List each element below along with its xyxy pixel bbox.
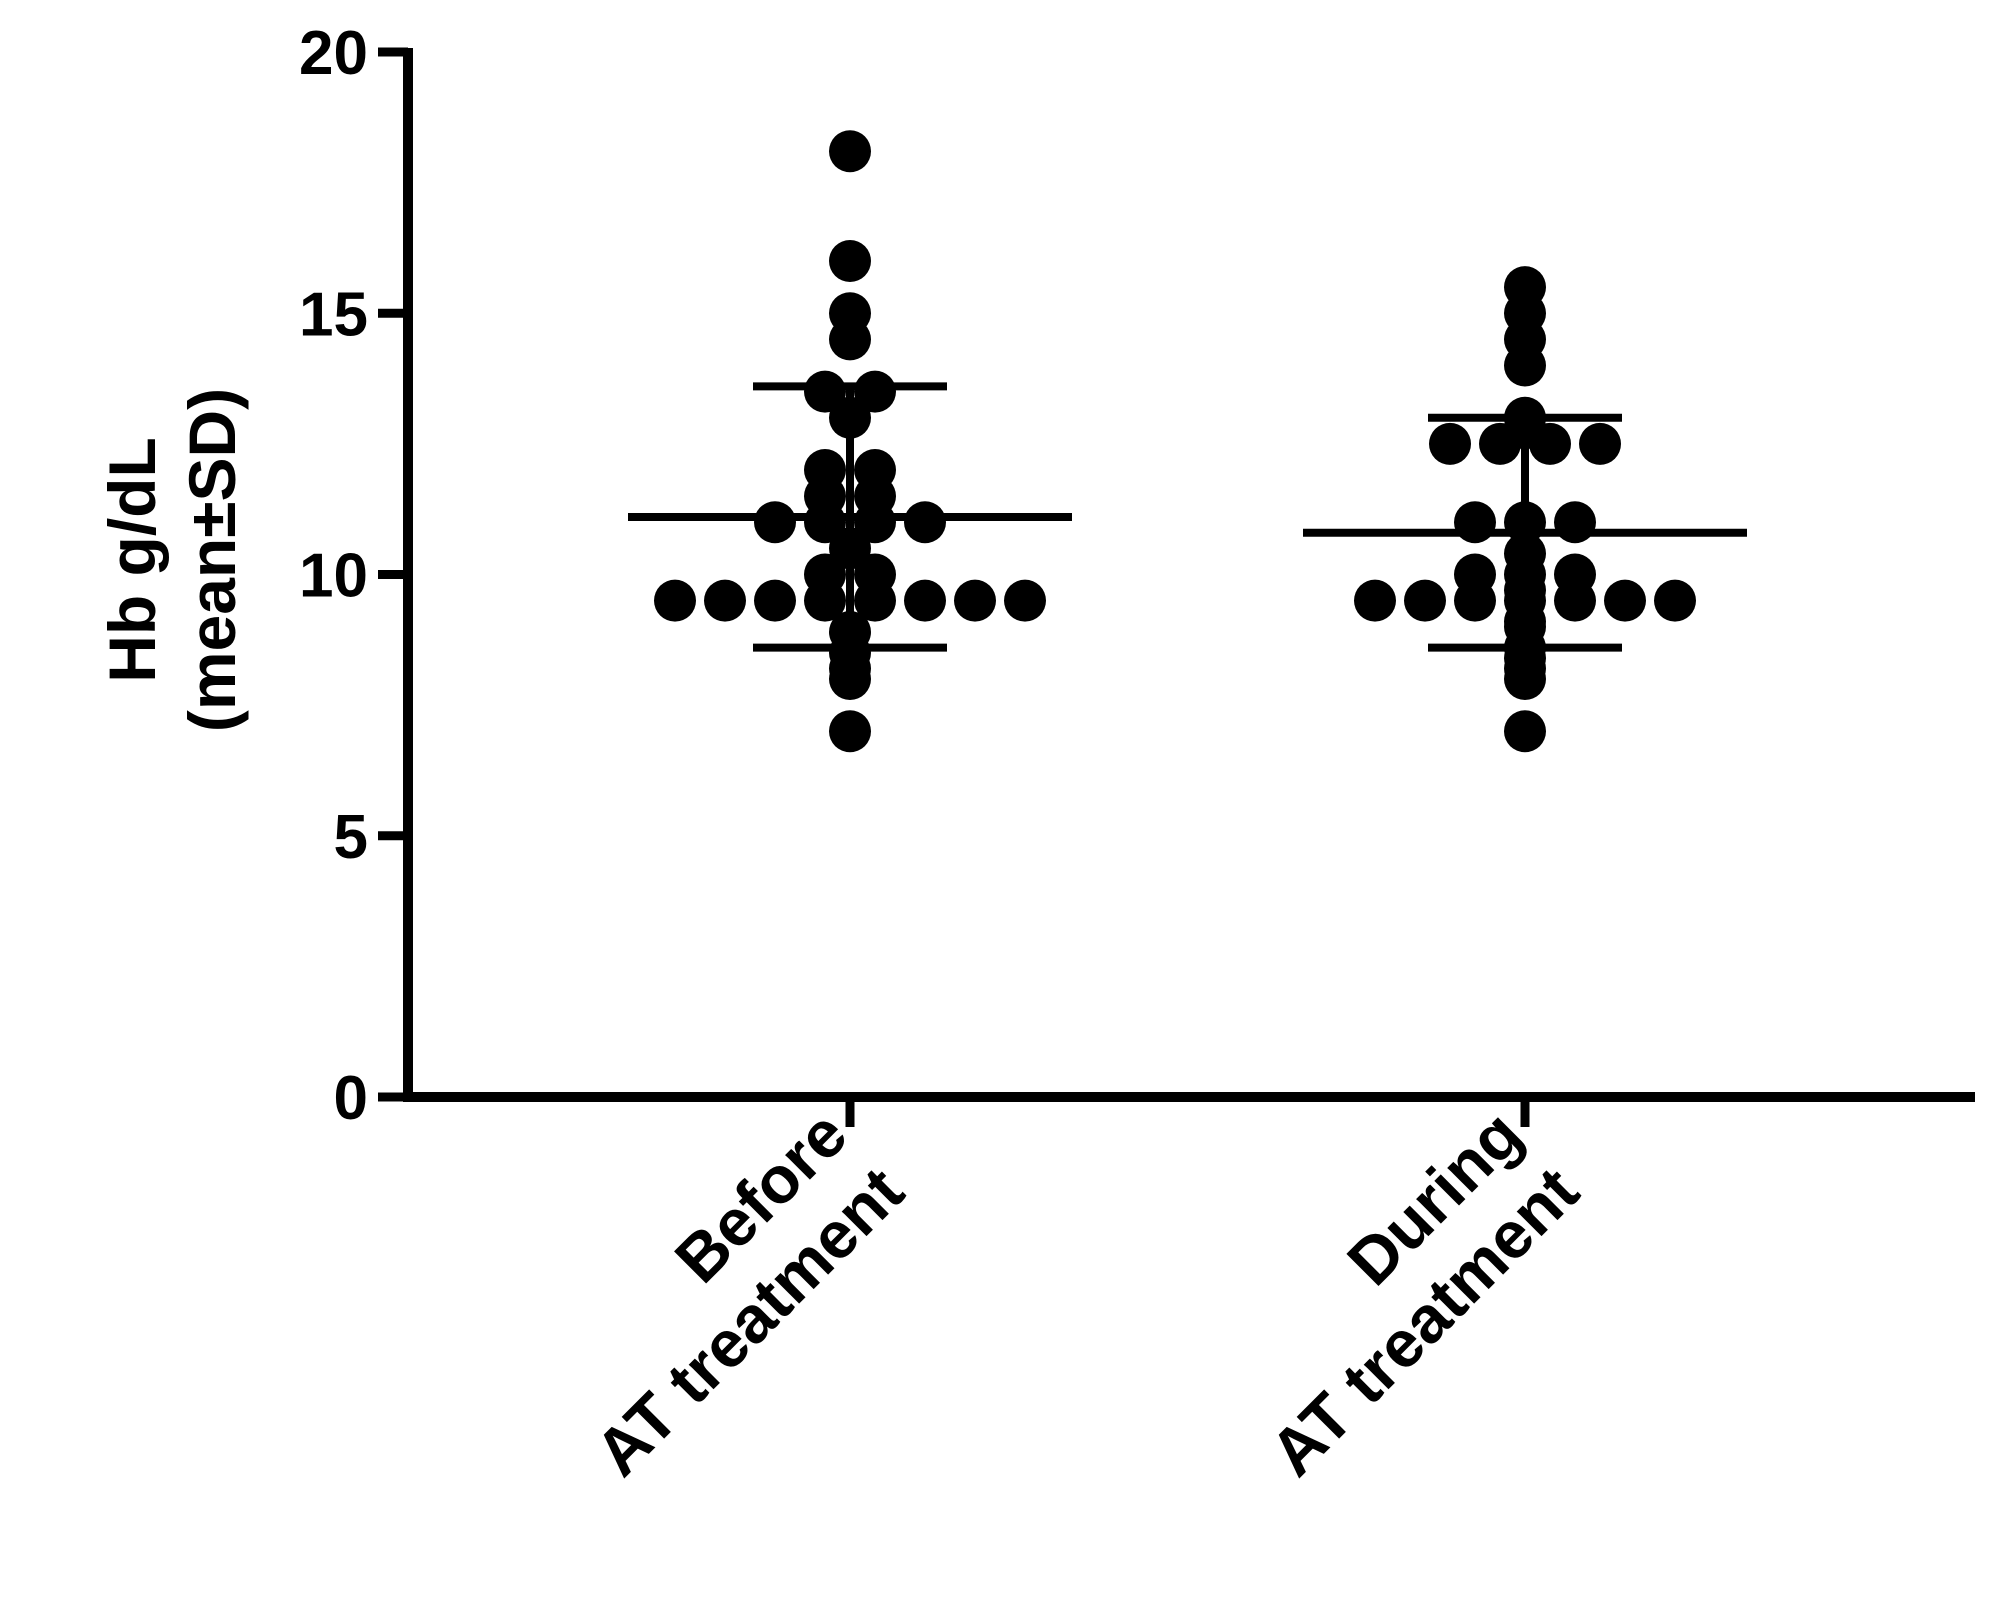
data-point — [1354, 579, 1396, 622]
data-point — [829, 130, 871, 173]
y-tick-label: 15 — [299, 280, 368, 349]
data-point — [1504, 710, 1546, 753]
data-point — [1654, 579, 1696, 622]
points — [654, 130, 1696, 753]
data-point — [829, 396, 871, 439]
data-point — [829, 318, 871, 361]
y-axis-title-line1: Hb g/dL — [95, 437, 169, 683]
data-point — [1429, 422, 1471, 465]
data-point — [754, 501, 796, 544]
data-point — [1554, 579, 1596, 622]
y-tick-label: 20 — [299, 19, 368, 88]
data-point — [704, 579, 746, 622]
data-point — [854, 579, 896, 622]
data-point — [754, 579, 796, 622]
y-tick-label: 10 — [299, 542, 368, 611]
data-point — [854, 370, 896, 413]
data-point — [829, 240, 871, 282]
data-point — [804, 579, 846, 622]
data-point — [854, 501, 896, 544]
data-point — [804, 501, 846, 544]
data-point — [804, 370, 846, 413]
data-point — [829, 710, 871, 753]
data-point — [1504, 344, 1546, 387]
data-point — [1404, 579, 1446, 622]
data-point — [1604, 579, 1646, 622]
data-point — [829, 658, 871, 700]
data-point — [1479, 422, 1521, 465]
y-tick-label: 0 — [334, 1064, 368, 1133]
x-ticks — [845, 1097, 1530, 1127]
y-axis-title: Hb g/dL (mean±SD) — [95, 388, 249, 732]
data-point — [1454, 501, 1496, 544]
y-tick-label: 5 — [334, 803, 368, 872]
data-point — [1504, 501, 1546, 544]
data-point — [1579, 422, 1621, 465]
data-point — [904, 579, 946, 622]
data-point — [1504, 658, 1546, 700]
data-point — [1529, 422, 1571, 465]
data-point — [829, 527, 871, 570]
data-point — [954, 579, 996, 622]
axes — [403, 48, 1975, 1102]
data-point — [654, 579, 696, 622]
data-point — [1554, 501, 1596, 544]
data-point — [904, 501, 946, 544]
y-ticks: 0 5 10 15 20 — [299, 19, 408, 1133]
y-axis-title-line2: (mean±SD) — [175, 388, 249, 732]
data-point — [1004, 579, 1046, 622]
data-point — [1454, 579, 1496, 622]
